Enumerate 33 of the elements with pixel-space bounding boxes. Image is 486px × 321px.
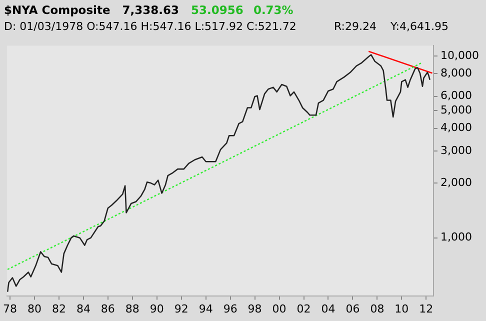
x-tick-label: 04 <box>321 302 336 316</box>
x-tick-label: 88 <box>125 302 140 316</box>
x-tick-label: 96 <box>223 302 238 316</box>
x-tick-label: 00 <box>272 302 286 316</box>
text: 7,338.63 <box>122 3 180 17</box>
x-tick-label: 02 <box>296 302 311 316</box>
x-tick-label: 94 <box>198 302 213 316</box>
y-tick-label: 4,000 <box>440 121 472 134</box>
text: 0.73% <box>253 3 294 17</box>
text: Y:4,641.95 <box>390 20 448 33</box>
y-tick-label: 6,000 <box>440 89 472 102</box>
text: 53.0956 <box>191 3 244 17</box>
x-tick-label: 84 <box>76 302 90 316</box>
x-tick-label: 98 <box>248 302 262 316</box>
y-tick-label: 8,000 <box>440 66 472 80</box>
x-tick-label: 12 <box>419 302 434 316</box>
chart-title: $NYA Composite <box>4 3 110 17</box>
chart-subtitle: D: 01/03/1978 O:547.16 H:547.16 L:517.92 C:521.72 <box>4 20 296 33</box>
x-tick-label: 86 <box>100 302 115 316</box>
x-tick-label: 78 <box>3 302 18 316</box>
x-tick-label: 82 <box>52 302 66 316</box>
x-tick-label: 90 <box>150 302 164 316</box>
x-tick-label: 08 <box>370 302 384 316</box>
x-tick-label: 80 <box>27 302 42 316</box>
text: R:29.24 <box>334 20 377 33</box>
y-tick-label: 1,000 <box>440 230 472 244</box>
y-tick-label: 3,000 <box>440 144 472 157</box>
x-tick-label: 06 <box>346 302 360 316</box>
y-tick-label: 10,000 <box>440 48 480 62</box>
x-tick-label: 10 <box>394 302 409 316</box>
y-tick-label: 2,000 <box>440 176 472 189</box>
y-tick-label: 5,000 <box>440 104 472 117</box>
x-tick-label: 92 <box>174 302 188 316</box>
